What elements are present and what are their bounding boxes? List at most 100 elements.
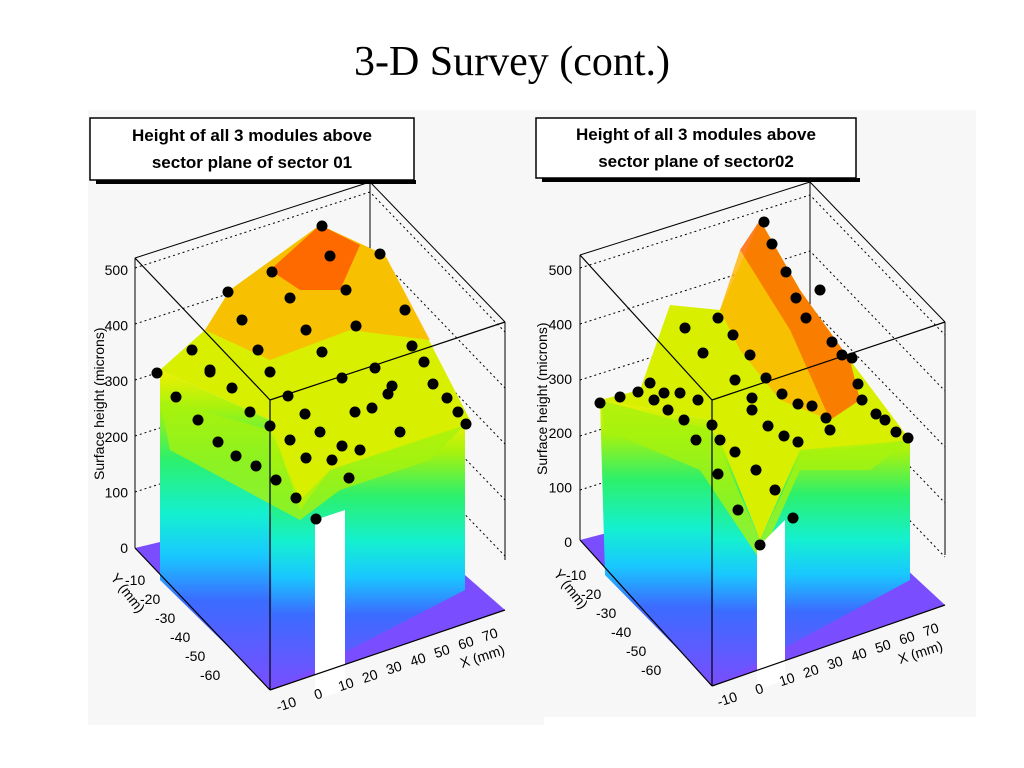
surface-top [600, 220, 910, 540]
survey-point [300, 452, 312, 464]
survey-point [316, 346, 328, 358]
survey-point [270, 474, 282, 486]
survey-point [846, 352, 858, 364]
survey-point [310, 513, 322, 525]
surface-band-green [160, 400, 465, 520]
y-tick-label: -30 [155, 610, 175, 626]
slide-title: 3-D Survey (cont.) [353, 39, 671, 85]
z-tick-label: 400 [105, 318, 129, 334]
survey-point [343, 472, 355, 484]
box-front-edges [579, 254, 946, 687]
x-tick-label: 20 [360, 666, 380, 686]
survey-point [836, 349, 848, 361]
survey-point [902, 432, 914, 444]
chart-title-box [89, 117, 415, 181]
x-tick-label: 10 [336, 674, 356, 694]
z-axis-label: Surface height (microns) [91, 327, 107, 480]
y-tick-labels: -10 -20 -30 -40 -50 -60 [125, 572, 220, 683]
survey-point [252, 344, 264, 356]
survey-point [350, 320, 362, 332]
survey-point [632, 386, 644, 398]
x-tick-label: 40 [849, 644, 869, 664]
survey-point [800, 312, 812, 324]
survey-point [790, 292, 802, 304]
survey-point [780, 266, 792, 278]
z-tick-label: 100 [549, 480, 573, 496]
y-tick-label: -40 [611, 624, 631, 640]
survey-points [151, 220, 472, 525]
survey-point [746, 404, 758, 416]
survey-point [222, 286, 234, 298]
survey-point [230, 450, 242, 462]
survey-point [662, 404, 674, 416]
survey-point [762, 420, 774, 432]
y-tick-label: -10 [566, 567, 586, 583]
survey-point [300, 324, 312, 336]
survey-point [250, 460, 262, 472]
x-tick-label: 10 [777, 669, 797, 689]
survey-point [690, 434, 702, 446]
survey-point [316, 220, 328, 232]
survey-point [760, 372, 772, 384]
survey-point [826, 336, 838, 348]
survey-point [340, 284, 352, 296]
chart-title-line-1: Height of all 3 modules above [132, 126, 372, 145]
survey-point [349, 406, 361, 418]
surface-gap [315, 510, 345, 700]
survey-point [792, 436, 804, 448]
survey-point [692, 394, 704, 406]
survey-point [418, 356, 430, 368]
y-tick-label: -60 [641, 662, 661, 678]
surface-chart-sector-01: Height of all 3 modules above sector pla… [88, 110, 544, 725]
survey-point [714, 434, 726, 446]
title-box-shadow [542, 178, 860, 182]
z-tick-label: 100 [105, 484, 129, 500]
chart-title-box [535, 117, 857, 179]
survey-points [594, 216, 914, 551]
z-tick-label: 0 [120, 540, 128, 556]
x-tick-label: 70 [480, 624, 500, 644]
survey-point [324, 250, 336, 262]
x-tick-label: -10 [274, 693, 298, 715]
survey-point [266, 266, 278, 278]
survey-point [399, 304, 411, 316]
surface-band-red [740, 220, 860, 420]
survey-point [284, 292, 296, 304]
x-tick-label: 30 [384, 658, 404, 678]
survey-point [264, 420, 276, 432]
survey-point [186, 344, 198, 356]
survey-point [778, 430, 790, 442]
survey-point [727, 329, 739, 341]
chart-title-line-2: sector plane of sector 01 [152, 153, 352, 172]
survey-point [336, 440, 348, 452]
survey-point [427, 378, 439, 390]
z-tick-labels: 0 100 200 300 400 500 [105, 262, 129, 556]
survey-point [382, 388, 394, 400]
chart-title-line-1: Height of all 3 modules above [576, 125, 816, 144]
survey-point [792, 398, 804, 410]
survey-point [870, 408, 882, 420]
survey-point [244, 406, 256, 418]
survey-point [264, 366, 276, 378]
surface-band-orange [205, 225, 430, 360]
survey-point [204, 366, 216, 378]
surface-band-red [270, 225, 360, 290]
x-tick-labels: -10 0 10 20 30 40 50 60 70 [715, 619, 941, 709]
survey-point [820, 412, 832, 424]
survey-point [366, 402, 378, 414]
survey-point [648, 394, 660, 406]
survey-point [697, 347, 709, 359]
survey-point [712, 312, 724, 324]
survey-point [879, 414, 891, 426]
x-tick-label: 70 [921, 619, 941, 639]
survey-point [452, 406, 464, 418]
surface-band-orange [720, 250, 830, 420]
survey-point [369, 362, 381, 374]
box-front-edges [134, 257, 506, 691]
z-tick-label: 500 [549, 262, 573, 278]
y-tick-label: -20 [140, 591, 160, 607]
y-tick-label: -50 [185, 648, 205, 664]
z-tick-label: 300 [105, 373, 129, 389]
survey-point [729, 374, 741, 386]
